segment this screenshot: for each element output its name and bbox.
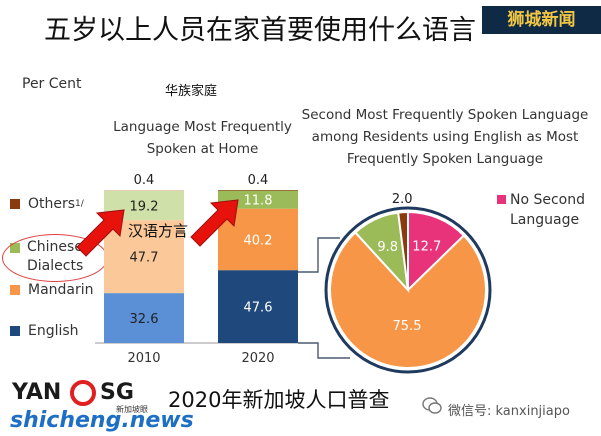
bar-segment-english-2010 bbox=[104, 293, 184, 343]
bar-value-label-english-2020: 47.6 bbox=[244, 301, 273, 316]
legend-label-mandarin: Mandarin bbox=[28, 282, 94, 298]
logo-eye-icon bbox=[70, 380, 96, 406]
logo-text-left: YAN bbox=[12, 380, 62, 405]
wechat-id: 微信号: kanxinjiapo bbox=[448, 404, 570, 419]
bar-value-label-english-2010: 32.6 bbox=[130, 312, 159, 327]
bar-segment-chinese-dialects-2020 bbox=[218, 190, 298, 209]
logo-subtext: 新加坡眼 bbox=[116, 405, 148, 414]
x-tick-label-2020: 2020 bbox=[241, 351, 274, 366]
legend-label-others: Others bbox=[28, 196, 76, 212]
legend-item-mandarin: Mandarin bbox=[10, 280, 94, 300]
y-axis-label: Per Cent bbox=[22, 76, 82, 92]
page-title: 五岁以上人员在家首要使用什么语言 bbox=[44, 15, 476, 46]
connector-line-top bbox=[298, 237, 340, 273]
bar-segment-others-2020 bbox=[218, 190, 298, 191]
pie-slice-others bbox=[397, 210, 409, 291]
bar-value-label-mandarin-2020: 40.2 bbox=[244, 233, 273, 248]
pie-label-mandarin: 75.5 bbox=[393, 319, 422, 334]
dialect-note: 汉语方言 bbox=[128, 222, 189, 240]
legend-item-english: English bbox=[10, 321, 79, 341]
bar-chart-title: Language Most Frequently Spoken at Home bbox=[113, 119, 292, 157]
site-url[interactable]: shicheng.news bbox=[10, 408, 194, 433]
pie-slice-no-second-language bbox=[407, 210, 466, 293]
bar-value-label-mandarin-2010: 47.7 bbox=[130, 251, 159, 266]
connector-line-bottom bbox=[298, 342, 350, 359]
bar-segment-others-2010 bbox=[104, 190, 184, 191]
legend-label-no-second: No Second Language bbox=[510, 190, 600, 230]
pie-label-no-second-language: 12.7 bbox=[412, 239, 441, 254]
pie-connector bbox=[298, 237, 350, 359]
news-badge: 狮城新闻 bbox=[482, 6, 601, 34]
news-badge-label: 狮城新闻 bbox=[507, 10, 576, 30]
bar-chart: 32.6 47.7 19.2 0.4 2010 47.6 40.2 11.8 0.4 2020 bbox=[95, 173, 305, 366]
bar-value-label-chinese-dialects-2010: 19.2 bbox=[130, 199, 159, 214]
wechat-icon bbox=[422, 397, 442, 414]
logo-text-right: SG bbox=[100, 380, 134, 405]
family-label: 华族家庭 bbox=[165, 84, 218, 99]
pie-label-chinese-dialects: 9.8 bbox=[377, 240, 398, 255]
bar-segment-english-2020 bbox=[218, 270, 298, 343]
legend-swatch-mandarin bbox=[10, 285, 20, 295]
bar-value-label-chinese-dialects-2020: 11.8 bbox=[244, 194, 273, 209]
legend-swatch-others bbox=[10, 199, 20, 209]
arrow-2020 bbox=[190, 199, 239, 247]
bar-top-label-2010: 0.4 bbox=[134, 173, 155, 188]
legend-sup-others: 1/ bbox=[75, 199, 84, 209]
legend-swatch-english bbox=[10, 326, 20, 336]
bar-top-label-2020: 0.4 bbox=[248, 173, 269, 188]
pie-label-others: 2.0 bbox=[392, 192, 413, 207]
pie-chart-title: Second Most Frequently Spoken Language a… bbox=[301, 107, 589, 167]
legend-item-others: Others 1/ bbox=[10, 194, 84, 214]
pie-slice-mandarin bbox=[329, 231, 487, 369]
legend-label-english: English bbox=[28, 323, 79, 339]
arrows bbox=[76, 199, 239, 257]
legend-label-no-second-text: No Second Language bbox=[510, 192, 586, 228]
x-tick-label-2010: 2010 bbox=[127, 351, 160, 366]
arrow-2010 bbox=[76, 209, 125, 257]
legend-swatch-no-second bbox=[497, 195, 506, 204]
census-label: 2020年新加坡人口普查 bbox=[168, 388, 390, 412]
pie-chart: 12.7 75.5 9.8 2.0 bbox=[324, 192, 492, 374]
